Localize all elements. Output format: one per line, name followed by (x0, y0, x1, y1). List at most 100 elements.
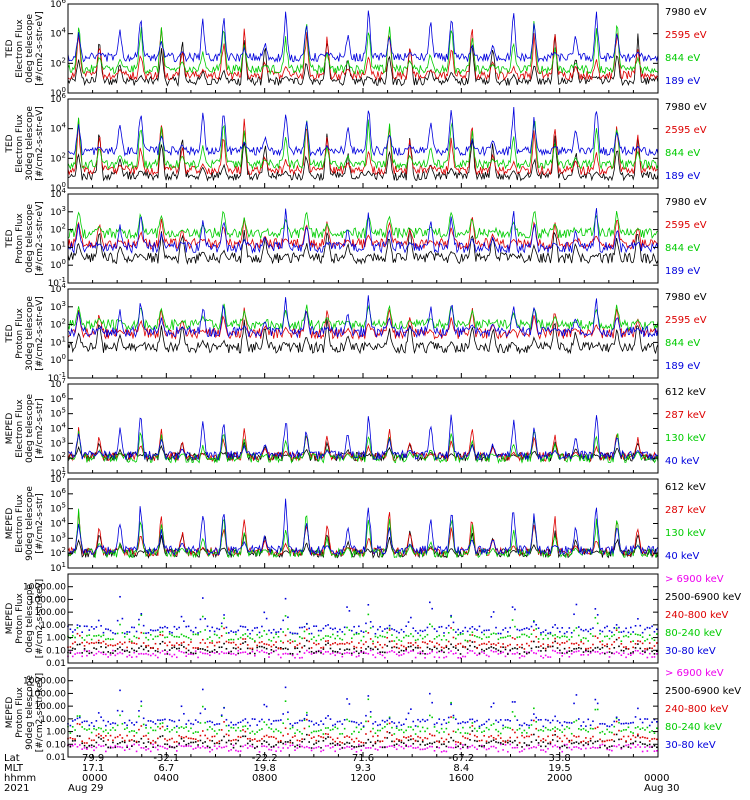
point-7-1-16 (86, 746, 88, 749)
point-6-2-368 (502, 643, 504, 645)
legend-entry-7-2: 240-800 keV (665, 704, 729, 715)
series-3-0 (67, 318, 659, 355)
point-6-3-474 (627, 636, 630, 638)
point-6-1-168 (265, 647, 268, 650)
point-6-2-90 (173, 644, 176, 647)
point-7-2-280 (398, 739, 400, 741)
point-7-3-474 (627, 726, 630, 729)
point-6-3-466 (618, 631, 620, 633)
point-6-4-186 (287, 616, 289, 619)
point-6-3-168 (265, 633, 268, 636)
point-6-4-230 (339, 628, 341, 631)
point-7-4-366 (499, 719, 502, 721)
point-6-1-174 (272, 650, 275, 653)
point-7-1-284 (402, 742, 405, 745)
x-row-label-1: MLT (4, 763, 24, 774)
point-6-4-58 (135, 630, 138, 633)
point-6-0-206 (310, 653, 313, 655)
point-6-3-406 (547, 637, 549, 640)
point-7-0-94 (178, 743, 180, 746)
point-6-2-298 (419, 646, 422, 649)
point-7-1-314 (438, 740, 441, 743)
point-6-3-304 (426, 633, 429, 636)
point-6-3-350 (481, 638, 483, 640)
point-6-4-480 (634, 625, 637, 627)
y-tick-label-7-4: 100.00 (35, 702, 67, 712)
point-7-4-274 (391, 721, 393, 723)
point-7-0-222 (329, 747, 332, 749)
point-7-1-344 (473, 739, 476, 742)
point-7-4-328 (455, 718, 457, 721)
point-7-3-218 (324, 727, 327, 729)
point-6-0-478 (632, 652, 634, 655)
point-6-1-144 (237, 652, 240, 655)
point-7-3-228 (336, 727, 339, 730)
point-6-0-42 (116, 652, 119, 655)
point-6-0-94 (178, 650, 180, 652)
point-6-3-118 (206, 638, 209, 640)
point-7-4-424 (568, 721, 571, 724)
point-7-4-478 (632, 721, 634, 724)
point-6-2-2 (69, 646, 72, 648)
point-7-3-182 (282, 722, 284, 725)
point-6-3-30 (102, 634, 105, 637)
point-7-3-324 (450, 701, 452, 704)
point-7-3-496 (653, 732, 656, 734)
point-6-0-456 (606, 651, 608, 654)
point-7-4-154 (249, 724, 251, 727)
point-6-1-388 (525, 652, 528, 655)
point-7-0-198 (301, 745, 303, 748)
point-7-3-302 (424, 730, 426, 733)
point-7-2-158 (254, 738, 256, 740)
point-7-2-392 (530, 733, 533, 736)
point-7-3-250 (362, 726, 365, 728)
point-7-4-482 (637, 707, 639, 710)
series-1-3 (67, 106, 659, 157)
point-7-2-202 (306, 718, 308, 721)
point-6-4-328 (455, 631, 457, 633)
point-6-3-440 (587, 640, 590, 642)
point-7-4-212 (317, 724, 320, 726)
point-7-0-324 (450, 746, 452, 749)
point-7-1-458 (608, 745, 611, 748)
point-6-2-174 (272, 644, 275, 646)
point-7-1-58 (135, 741, 138, 744)
point-7-2-394 (533, 719, 535, 722)
point-7-3-306 (429, 714, 431, 717)
point-6-0-128 (218, 653, 221, 655)
point-7-2-448 (596, 726, 599, 729)
point-6-1-234 (343, 649, 346, 651)
point-7-0-294 (414, 747, 417, 749)
point-7-2-332 (459, 742, 462, 744)
point-7-0-100 (185, 745, 188, 747)
point-7-0-326 (452, 746, 455, 749)
point-6-0-180 (280, 656, 282, 659)
point-7-1-222 (329, 742, 332, 745)
y-tick-label-5-6: 107 (50, 472, 66, 485)
point-6-4-40 (114, 632, 117, 635)
point-7-2-138 (230, 739, 232, 742)
point-7-0-466 (618, 744, 620, 746)
point-7-3-360 (492, 723, 495, 725)
point-7-2-188 (289, 741, 292, 744)
point-7-0-234 (343, 747, 346, 749)
point-7-3-418 (561, 731, 564, 733)
point-6-2-342 (471, 634, 474, 636)
point-6-4-390 (528, 628, 530, 630)
point-6-1-314 (438, 650, 441, 653)
point-7-4-476 (630, 722, 632, 724)
point-7-0-32 (105, 750, 107, 753)
point-7-3-52 (128, 730, 131, 733)
point-7-4-78 (159, 719, 162, 722)
point-6-2-214 (320, 647, 322, 649)
point-6-4-118 (206, 625, 209, 628)
point-7-3-126 (216, 732, 218, 735)
point-7-2-148 (242, 729, 244, 731)
point-6-2-66 (145, 644, 147, 647)
point-6-1-370 (504, 648, 507, 651)
point-6-0-130 (220, 651, 223, 653)
point-6-4-344 (473, 628, 476, 630)
point-7-2-272 (388, 722, 391, 725)
point-7-3-472 (625, 728, 627, 731)
point-7-0-342 (471, 744, 474, 747)
